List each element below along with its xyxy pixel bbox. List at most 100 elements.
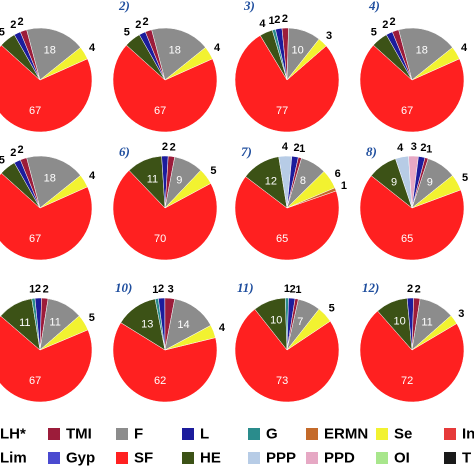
pie-chart-12: 72 10 2 2 11 3 12) <box>359 280 464 403</box>
legend-item-f: F <box>116 426 143 443</box>
data-label-g: 1 <box>269 15 275 27</box>
legend-label: TMI <box>66 426 92 443</box>
pie-slice-se <box>411 175 462 209</box>
data-label-l: 2 <box>10 19 16 31</box>
data-label-sf: 73 <box>276 375 288 387</box>
data-label-l: 2 <box>274 14 280 26</box>
pie-slice-se <box>411 315 458 351</box>
data-label-sf: 77 <box>276 105 288 117</box>
pie-slice-sf <box>0 172 93 261</box>
data-label-he: 5 <box>371 26 377 38</box>
pie-slice-se <box>164 169 212 209</box>
data-label-f: 9 <box>427 176 433 188</box>
data-label-tmi: 2 <box>43 283 49 295</box>
pie-chart-3: 77 4 1 2 2 10 3 3) <box>234 0 340 133</box>
data-label-he: 12 <box>265 175 277 187</box>
data-label-f: 8 <box>300 175 306 187</box>
data-label-tmi: 2 <box>18 16 24 28</box>
pie-slice-se <box>286 308 331 351</box>
pie-slice-se <box>39 47 88 81</box>
pie-slice-ermn <box>286 187 337 209</box>
pie-chart-number: 2) <box>118 0 130 13</box>
pie-chart-8: 65 9 4 3 2 1 9 5 8) <box>359 141 468 261</box>
data-label-sf: 72 <box>401 375 413 387</box>
data-label-f: 9 <box>176 174 182 186</box>
data-label-he: 5 <box>0 26 5 38</box>
pie-chart-number: 10) <box>115 280 132 295</box>
legend-swatch <box>444 428 456 440</box>
legend-item-tmi: TMI <box>48 426 92 443</box>
legend-label: OI <box>394 450 410 467</box>
data-label-l: 2 <box>162 141 168 153</box>
pie-chart-6: 70 11 2 2 9 5 6) <box>112 141 218 261</box>
pie-slice-sf <box>112 44 218 133</box>
data-label-g: 1 <box>284 283 290 295</box>
legend-swatch <box>116 428 128 440</box>
data-label-l: 2 <box>293 142 299 154</box>
data-label-se: 4 <box>214 42 221 54</box>
data-label-he: 4 <box>259 18 266 30</box>
data-label-f: 18 <box>169 44 181 56</box>
legend-item-in: In <box>444 426 474 443</box>
legend: LH* TMI F L G ERMN Se In Lim Gyp SF HE PPP PPD OI T <box>0 426 474 467</box>
data-label-sf: 70 <box>154 233 166 245</box>
legend-item-ermn: ERMN <box>306 426 368 443</box>
data-label-sf: 65 <box>401 233 413 245</box>
data-label-f: 10 <box>291 45 303 57</box>
legend-label: G <box>266 426 278 443</box>
legend-item-oi: OI <box>376 450 410 467</box>
legend-label: HE <box>200 450 221 467</box>
data-label-ppd: 3 <box>411 141 417 153</box>
data-label-sf: 67 <box>401 105 413 117</box>
pie-slice-sf <box>359 44 465 133</box>
data-label-se: 4 <box>89 42 96 54</box>
legend-label: PPD <box>324 450 355 467</box>
pie-slice-sf <box>234 308 340 403</box>
data-label-f: 18 <box>44 44 56 56</box>
legend-swatch <box>116 452 128 464</box>
data-label-sf: 67 <box>29 375 41 387</box>
legend-item-ppd: PPD <box>306 450 355 467</box>
data-label-he: 5 <box>0 154 5 166</box>
data-label-tmi: 2 <box>282 13 288 25</box>
data-label-g: 1 <box>29 284 35 296</box>
pie-chart-number: 11) <box>237 280 254 295</box>
pie-slice-f <box>151 27 206 81</box>
legend-item-sf: SF <box>116 450 153 467</box>
data-label-he: 11 <box>147 173 158 185</box>
pie-chart-number: 3) <box>243 0 255 13</box>
data-label-f: 7 <box>297 316 303 328</box>
legend-label: Lim <box>0 450 27 467</box>
data-label-he: 10 <box>270 315 282 327</box>
data-label-l: 2 <box>290 283 296 295</box>
data-label-f: 18 <box>416 44 428 56</box>
legend-swatch <box>376 428 388 440</box>
data-label-se: 3 <box>458 308 464 320</box>
pie-slice-se <box>411 47 460 81</box>
data-label-he: 9 <box>391 176 397 188</box>
legend-swatch <box>182 428 194 440</box>
pie-chart-11: 73 10 1 2 1 7 5 11) <box>234 280 340 403</box>
legend-swatch <box>182 452 194 464</box>
pie-slice-se <box>286 38 327 81</box>
pie-slice-sf <box>359 175 465 261</box>
data-label-se: 5 <box>210 165 216 177</box>
pie-slice-sf <box>234 35 340 133</box>
legend-swatch <box>248 428 260 440</box>
pie-chart-10: 62 13 1 2 3 14 4 10) <box>112 280 226 403</box>
data-label-tmi: 2 <box>415 283 421 295</box>
data-label-se: 5 <box>329 303 335 315</box>
data-label-se: 4 <box>219 322 226 334</box>
data-label-sf: 62 <box>154 375 166 387</box>
pie-slice-f <box>26 27 81 81</box>
legend-swatch <box>48 428 60 440</box>
legend-item-lim: Lim <box>0 450 27 467</box>
pie-slice-sf <box>112 170 218 261</box>
